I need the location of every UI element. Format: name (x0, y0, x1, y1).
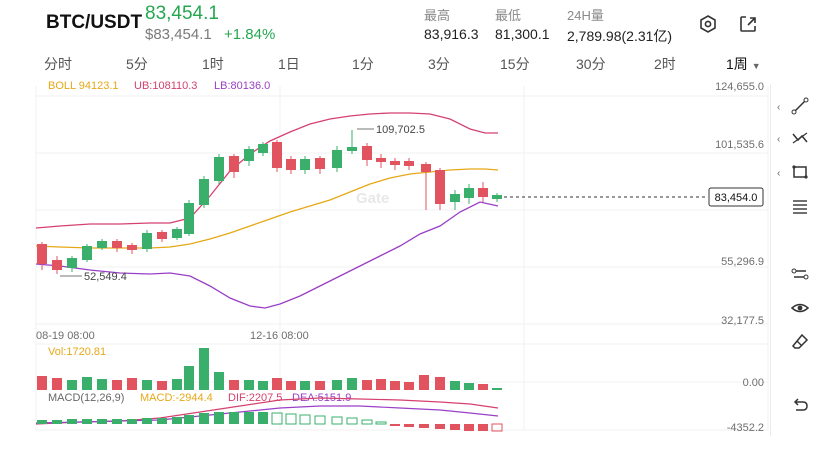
candle-up (82, 244, 92, 262)
high-label: 最高 (424, 8, 451, 23)
time-axis-label: 12-16 08:00 (250, 330, 309, 342)
high-value: 83,916.3 (424, 26, 479, 42)
candle-down (127, 243, 137, 254)
interval-tabs: 分时 5分 1时 1日 1分 3分 15分 30分 2时 1周 ▼ (0, 52, 828, 74)
candle-up (347, 130, 357, 154)
share-icon[interactable] (738, 14, 758, 34)
tab-5m[interactable]: 5分 (126, 56, 148, 72)
settings-icon[interactable] (698, 14, 718, 34)
candle-up (258, 142, 268, 156)
price-axis-label: 101,535.6 (715, 139, 764, 151)
tab-1m[interactable]: 1分 (352, 56, 374, 72)
eraser-icon[interactable] (785, 328, 815, 356)
boll-upper-line (35, 112, 498, 229)
macd-dif: DIF:2207.5 (228, 392, 282, 404)
candle-down (390, 158, 400, 170)
candle-up (67, 256, 77, 272)
candle-up (244, 146, 254, 166)
usd-price: $83,454.1 (145, 26, 212, 43)
macd-value: MACD:-2944.4 (140, 392, 213, 404)
candle-down (157, 230, 167, 242)
volume-24h-label: 24H量 (567, 8, 604, 23)
candle-down (229, 154, 239, 178)
candle-up (332, 146, 342, 172)
candle-down (404, 158, 414, 170)
candle-down (421, 162, 431, 210)
candle-up (492, 193, 502, 202)
eye-icon[interactable] (785, 294, 815, 322)
tab-1w-label: 1周 (726, 56, 748, 72)
candle-up (184, 200, 194, 236)
boll-mid-label: BOLL 94123.1 (48, 80, 119, 92)
candle-down (435, 168, 445, 210)
boll-lower-label: LB:80136.0 (214, 80, 270, 92)
indicator-icon[interactable] (785, 260, 815, 288)
pair-name[interactable]: BTC/USDT (46, 12, 143, 33)
candle-up (97, 239, 107, 250)
volume-24h-value: 2,789.98(2.31亿) (567, 28, 673, 44)
candle-down (286, 156, 296, 174)
candle-down (376, 154, 386, 168)
candle-down (362, 143, 372, 166)
candle-down (37, 242, 47, 270)
current-price-tag-text: 83,454.0 (715, 192, 758, 204)
last-price: 83,454.1 (145, 3, 219, 24)
candle-up (464, 184, 474, 204)
tab-1w[interactable]: 1周 ▼ (726, 54, 761, 74)
chevron-down-icon: ▼ (751, 61, 761, 71)
trend-line-icon[interactable] (785, 92, 815, 120)
drawing-toolbar: ‹ ‹ ‹ (770, 84, 828, 436)
candle-up (142, 230, 152, 252)
macd-label: MACD(12,26,9) (48, 392, 124, 404)
polyline-icon[interactable] (785, 124, 815, 152)
candle-down (478, 182, 488, 202)
boll-mid-line (35, 168, 499, 249)
time-axis-label: 08-19 08:00 (36, 330, 95, 342)
low-marker: 52,549.4 (84, 271, 127, 283)
tab-1d[interactable]: 1日 (278, 56, 300, 72)
candle-up (214, 154, 224, 184)
candlestick-chart[interactable]: Gate BOLL 94123.1 UB:108110.3 LB:80136.0… (0, 76, 770, 436)
current-price-tag (708, 187, 764, 207)
candle-down (315, 156, 325, 174)
macd-axis-label: -4352.2 (727, 422, 764, 434)
boll-lower-line (35, 201, 499, 309)
watermark: Gate (356, 190, 389, 207)
price-axis-label: 124,655.0 (715, 81, 764, 93)
tab-30m[interactable]: 30分 (576, 56, 606, 72)
boll-upper-label: UB:108110.3 (134, 80, 197, 92)
change-percent: +1.84% (224, 26, 276, 43)
rectangle-icon[interactable] (785, 158, 815, 186)
candle-down (272, 140, 282, 172)
chevron-left-icon[interactable]: ‹ (777, 102, 781, 113)
candle-up (199, 176, 209, 208)
high-marker: 109,702.5 (376, 124, 425, 136)
ticker-header: BTC/USDT 83,454.1 $83,454.1 +1.84% 最高 83… (0, 0, 828, 50)
candles (37, 130, 502, 274)
volume-axis-label: 0.00 (743, 377, 764, 389)
volume-label: Vol:1720.81 (48, 346, 106, 358)
candle-down (112, 239, 122, 252)
volume-bars (37, 348, 502, 390)
tab-15m[interactable]: 15分 (500, 56, 530, 72)
tab-2h[interactable]: 2时 (654, 56, 676, 72)
candle-up (172, 227, 182, 240)
tab-timeline[interactable]: 分时 (44, 56, 72, 72)
low-value: 81,300.1 (495, 26, 550, 42)
price-axis-label: 32,177.5 (721, 315, 764, 327)
candle-down (52, 256, 62, 274)
chevron-left-icon[interactable]: ‹ (777, 134, 781, 145)
price-axis-label: 55,296.9 (721, 256, 764, 268)
tab-1h[interactable]: 1时 (202, 56, 224, 72)
candle-up (300, 156, 310, 174)
undo-icon[interactable] (785, 390, 815, 418)
tab-3m[interactable]: 3分 (428, 56, 450, 72)
fib-lines-icon[interactable] (785, 192, 815, 220)
chart-grid (35, 86, 769, 431)
macd-histogram (37, 412, 503, 432)
chevron-left-icon[interactable]: ‹ (777, 168, 781, 179)
low-label: 最低 (495, 8, 522, 23)
candle-up (450, 190, 460, 210)
